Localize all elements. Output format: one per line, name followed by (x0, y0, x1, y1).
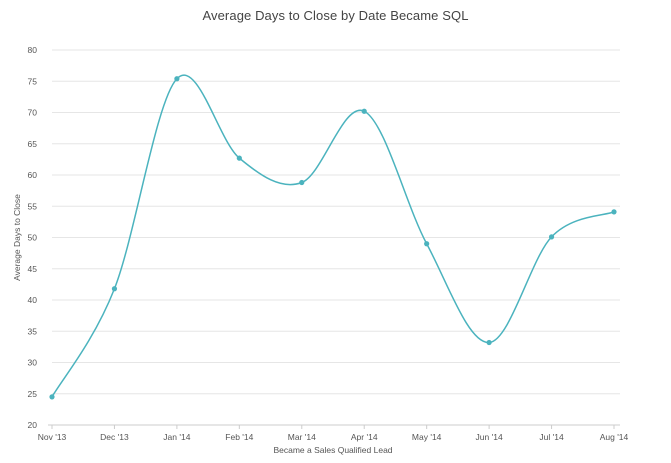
y-tick-label: 60 (28, 170, 38, 180)
tick-labels: 20 25 30 35 40 45 50 55 60 65 70 75 80 Nov '13 Dec '13… (28, 45, 629, 442)
y-tick-label: 70 (28, 108, 38, 118)
data-point-5[interactable] (361, 108, 367, 114)
x-tick-label: Jan '14 (163, 432, 190, 442)
x-tick-label: Nov '13 (38, 432, 67, 442)
y-tick-label: 80 (28, 45, 38, 55)
data-point-0[interactable] (49, 394, 55, 400)
data-point-3[interactable] (236, 155, 242, 161)
data-point-6[interactable] (424, 241, 430, 247)
y-tick-label: 35 (28, 326, 38, 336)
x-tick-label: Apr '14 (351, 432, 378, 442)
y-axis-label: Average Days to Close (12, 194, 22, 281)
x-tick-label: Aug '14 (600, 432, 629, 442)
y-tick-label: 45 (28, 264, 38, 274)
y-tick-label: 55 (28, 201, 38, 211)
y-tick-label: 65 (28, 139, 38, 149)
x-tick-label: May '14 (412, 432, 442, 442)
x-axis-label: Became a Sales Qualified Lead (273, 445, 392, 455)
data-point-1[interactable] (111, 286, 118, 292)
y-tick-label: 75 (28, 76, 38, 86)
data-point-8[interactable] (548, 234, 555, 240)
grid-lines (52, 49, 620, 395)
x-tick-label: Mar '14 (288, 432, 316, 442)
y-tick-label: 50 (28, 233, 38, 243)
x-tick-label: Jun '14 (476, 432, 503, 442)
data-point-2[interactable] (174, 76, 180, 82)
x-tick-label: Jul '14 (539, 432, 564, 442)
data-point-4[interactable] (299, 179, 305, 186)
data-points (49, 76, 617, 400)
x-tick-label: Dec '13 (100, 432, 129, 442)
y-tick-label: 30 (28, 358, 38, 368)
data-point-7[interactable] (486, 339, 492, 346)
series-lines (51, 74, 615, 398)
x-tick-label: Feb '14 (225, 432, 253, 442)
y-tick-label: 40 (28, 295, 38, 305)
data-point-9[interactable] (611, 209, 617, 215)
axes (48, 424, 620, 429)
y-tick-label: 25 (28, 389, 38, 399)
series-line (51, 74, 615, 398)
chart-title: Average Days to Close by Date Became SQL (202, 8, 469, 23)
y-tick-label: 20 (28, 420, 38, 430)
